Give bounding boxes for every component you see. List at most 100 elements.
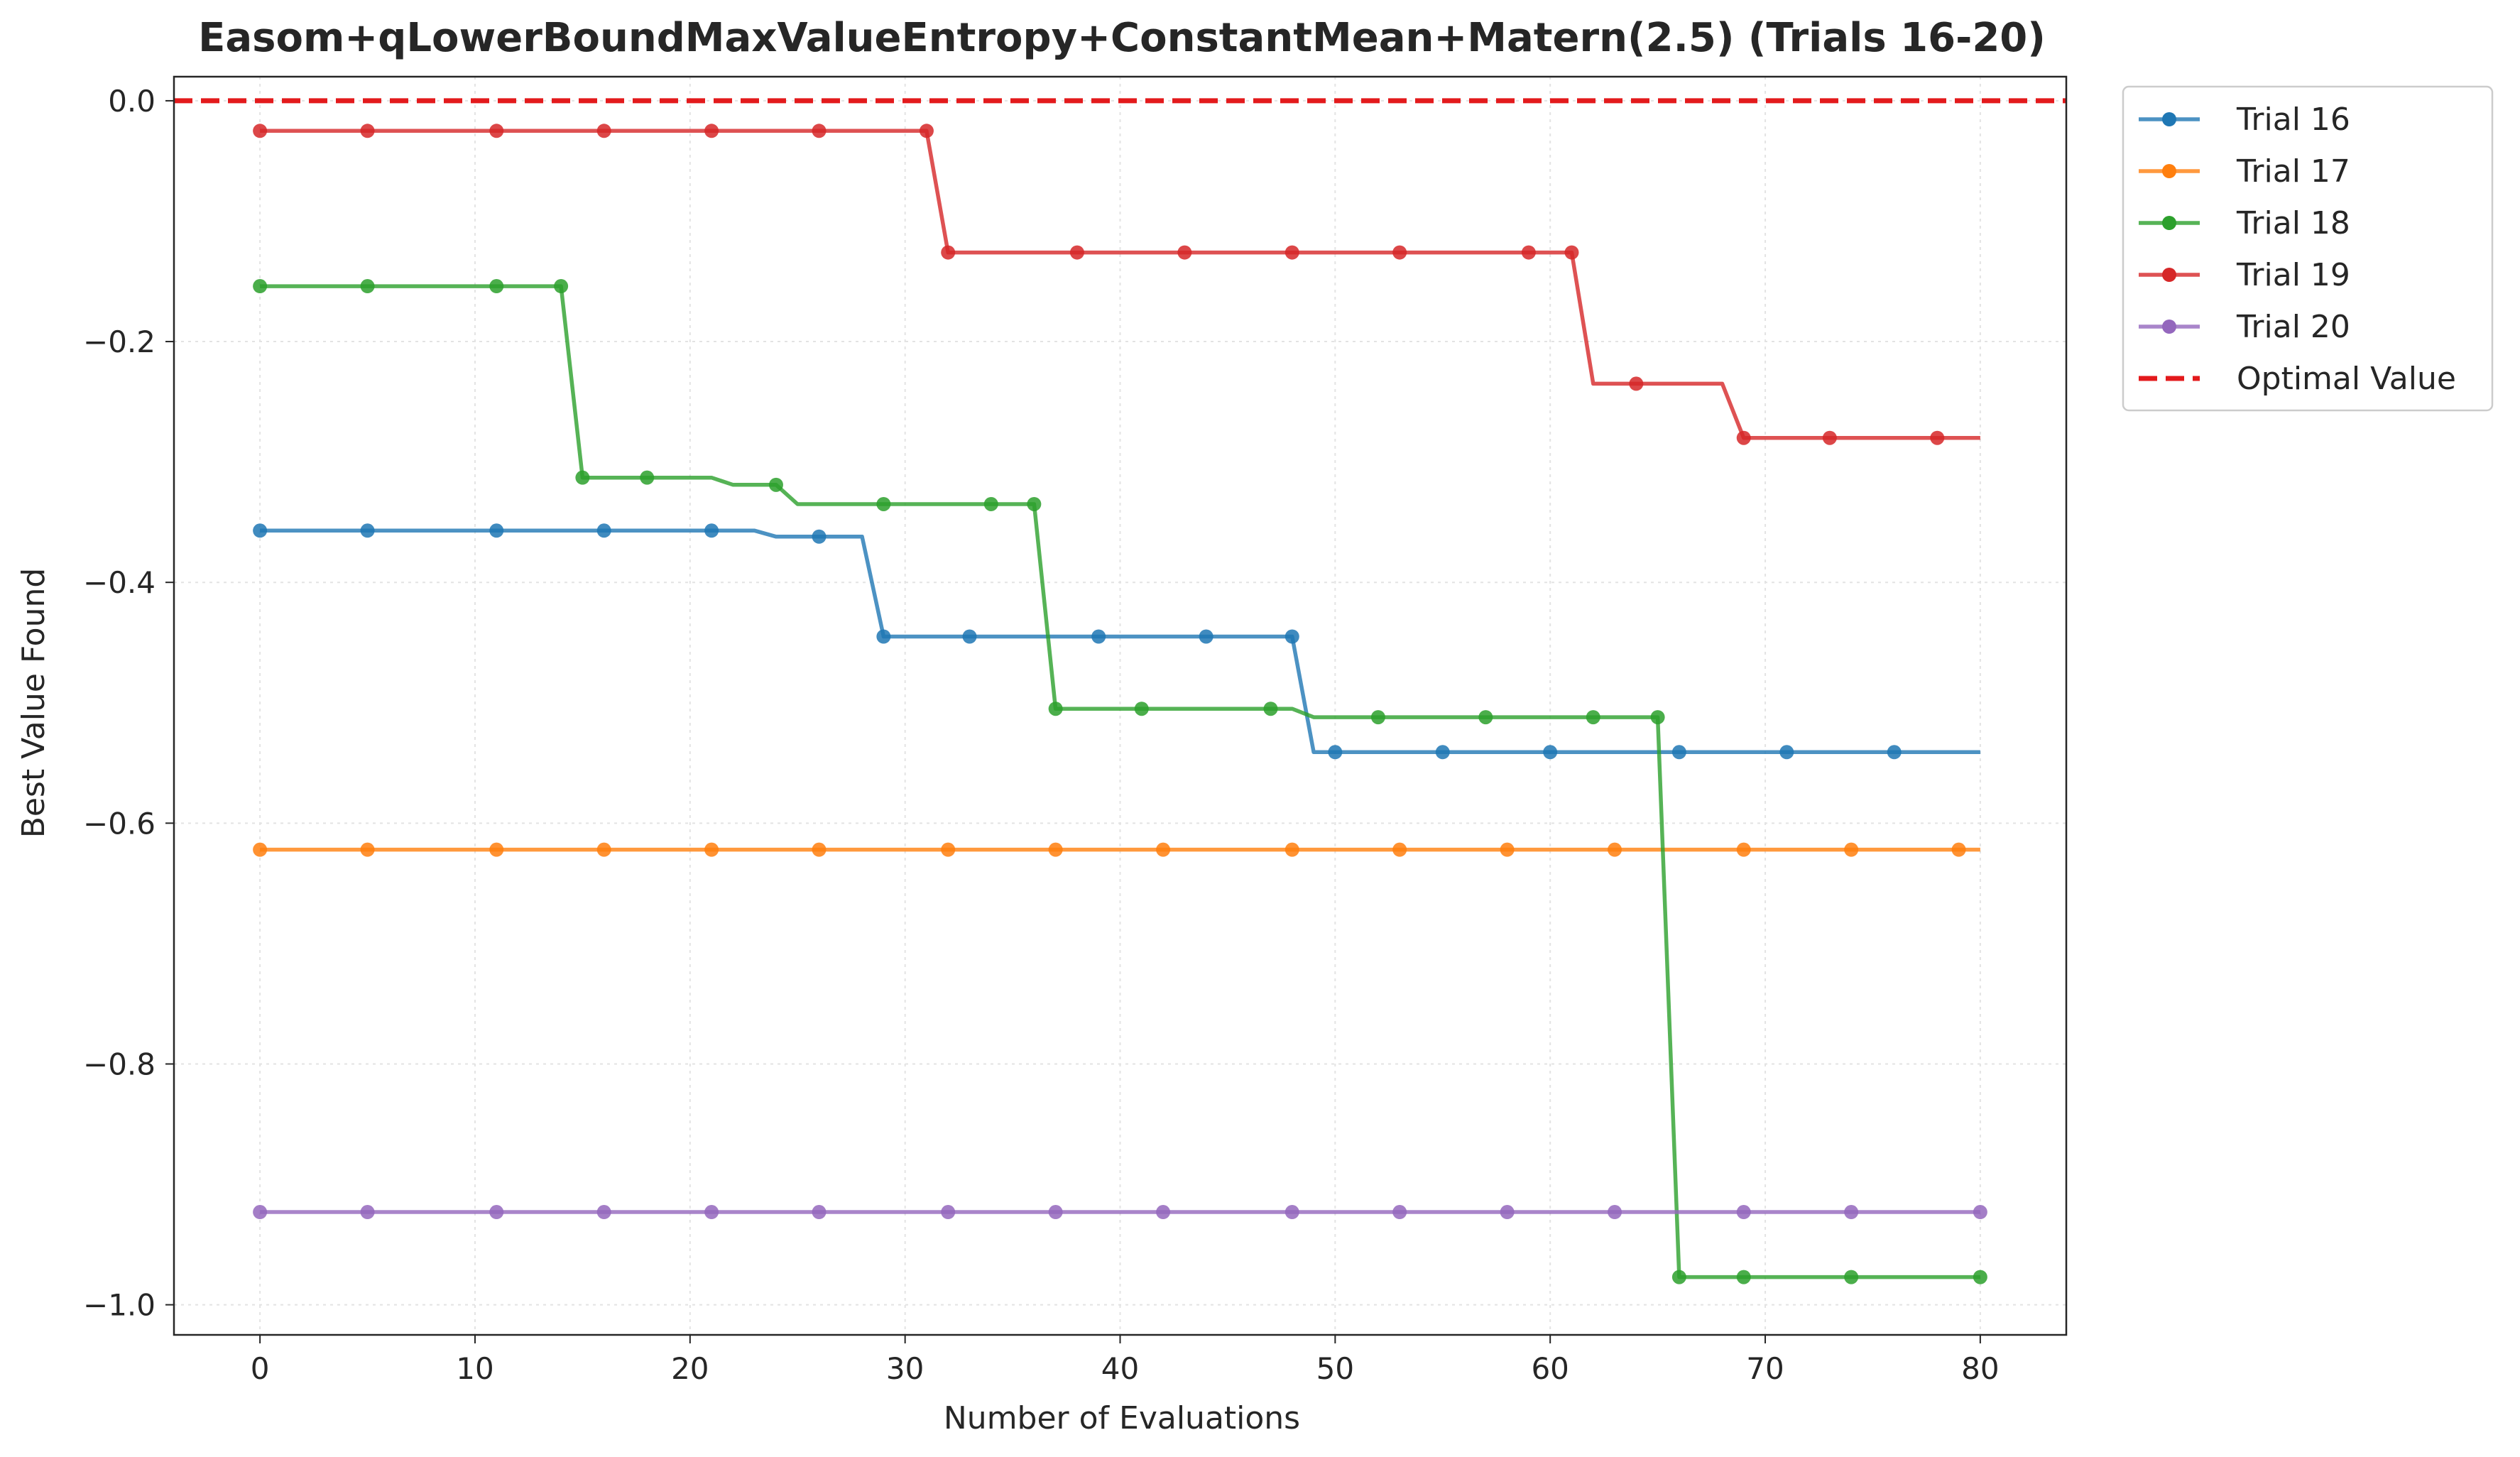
data-point <box>1736 1205 1751 1220</box>
data-point <box>1156 1205 1171 1220</box>
data-point <box>704 1205 719 1220</box>
legend-label: Trial 17 <box>2236 153 2350 190</box>
data-point <box>489 279 504 294</box>
data-point <box>1048 702 1063 716</box>
data-point <box>1844 1205 1859 1220</box>
legend-label: Trial 19 <box>2236 257 2350 293</box>
legend-swatch-marker <box>2162 216 2176 230</box>
data-point <box>1844 1270 1859 1284</box>
legend-box <box>2122 85 2494 412</box>
data-point <box>1586 710 1600 725</box>
data-point <box>876 629 891 644</box>
data-point <box>1951 842 1966 857</box>
legend-item: Trial 16 <box>2139 102 2350 138</box>
x-tick-label: 70 <box>1746 1351 1784 1386</box>
y-tick-label: −0.8 <box>83 1047 156 1081</box>
data-point <box>253 279 268 294</box>
data-point <box>1973 1205 1987 1220</box>
data-point <box>575 470 590 485</box>
series-trial-17 <box>253 842 1980 857</box>
data-point <box>941 245 956 260</box>
data-point <box>1392 842 1407 857</box>
data-point <box>360 279 375 294</box>
x-tick-label: 80 <box>1961 1351 1999 1386</box>
data-point <box>1887 745 1902 760</box>
data-point <box>1392 1205 1407 1220</box>
legend-label: Trial 18 <box>2236 205 2350 241</box>
data-point <box>704 842 719 857</box>
data-point <box>489 124 504 138</box>
data-point <box>1736 842 1751 857</box>
data-point <box>704 523 719 538</box>
data-point <box>1048 842 1063 857</box>
data-point <box>1392 245 1407 260</box>
legend-label: Optimal Value <box>2237 361 2456 397</box>
data-point <box>1779 745 1794 760</box>
legend-item: Optimal Value <box>2139 361 2456 397</box>
data-point <box>1736 430 1751 445</box>
data-point <box>919 124 934 138</box>
data-point <box>596 1205 611 1220</box>
data-point <box>1177 245 1192 260</box>
data-point <box>812 1205 827 1220</box>
x-tick-label: 20 <box>671 1351 709 1386</box>
y-tick-label: −0.4 <box>83 565 156 600</box>
chart-title: Easom+qLowerBoundMaxValueEntropy+Constan… <box>198 15 2046 61</box>
y-tick-label: −0.2 <box>83 324 156 359</box>
data-point <box>1091 629 1106 644</box>
data-point <box>253 523 268 538</box>
data-point <box>704 124 719 138</box>
data-point <box>1478 710 1493 725</box>
data-point <box>489 1205 504 1220</box>
data-point <box>1284 629 1299 644</box>
data-point <box>876 496 891 511</box>
data-point <box>1671 1270 1686 1284</box>
data-point <box>1069 245 1084 260</box>
data-point <box>360 523 375 538</box>
data-point <box>1629 376 1644 391</box>
data-point <box>1822 430 1837 445</box>
data-point <box>1736 1270 1751 1284</box>
data-point <box>253 1205 268 1220</box>
data-point <box>1134 702 1149 716</box>
series-trial-19 <box>253 124 1980 445</box>
x-axis-label: Number of Evaluations <box>944 1400 1300 1436</box>
data-point <box>1608 842 1622 857</box>
series-layer <box>253 124 1987 1284</box>
legend-item: Trial 17 <box>2139 153 2350 190</box>
data-point <box>941 842 956 857</box>
data-point <box>554 279 569 294</box>
data-point <box>1370 710 1385 725</box>
data-point <box>1521 245 1536 260</box>
data-point <box>1564 245 1579 260</box>
data-point <box>1284 245 1299 260</box>
data-point <box>1048 1205 1063 1220</box>
data-point <box>941 1205 956 1220</box>
data-point <box>1608 1205 1622 1220</box>
x-tick-label: 50 <box>1316 1351 1354 1386</box>
data-point <box>1671 745 1686 760</box>
data-point <box>1543 745 1558 760</box>
y-tick-label: −0.6 <box>83 806 156 841</box>
x-tick-label: 60 <box>1531 1351 1569 1386</box>
data-point <box>1027 496 1042 511</box>
data-point <box>596 842 611 857</box>
legend-item: Trial 18 <box>2139 205 2350 241</box>
legend-swatch-marker <box>2162 112 2176 126</box>
data-point <box>596 124 611 138</box>
data-point <box>1973 1270 1987 1284</box>
x-tick-label: 40 <box>1101 1351 1139 1386</box>
legend-swatch-marker <box>2162 268 2176 282</box>
data-point <box>1650 710 1665 725</box>
series-trial-18 <box>253 279 1987 1284</box>
data-point <box>1199 629 1213 644</box>
legend-swatch-marker <box>2162 164 2176 178</box>
legend: Trial 16 Trial 17 Trial 18 Trial 19 Trial 20… <box>2122 85 2494 412</box>
data-point <box>1263 702 1278 716</box>
legend-item: Trial 20 <box>2139 309 2350 345</box>
y-axis-label: Best Value Found <box>16 568 52 839</box>
x-tick-label: 0 <box>251 1351 270 1386</box>
data-point <box>1284 1205 1299 1220</box>
data-point <box>253 124 268 138</box>
